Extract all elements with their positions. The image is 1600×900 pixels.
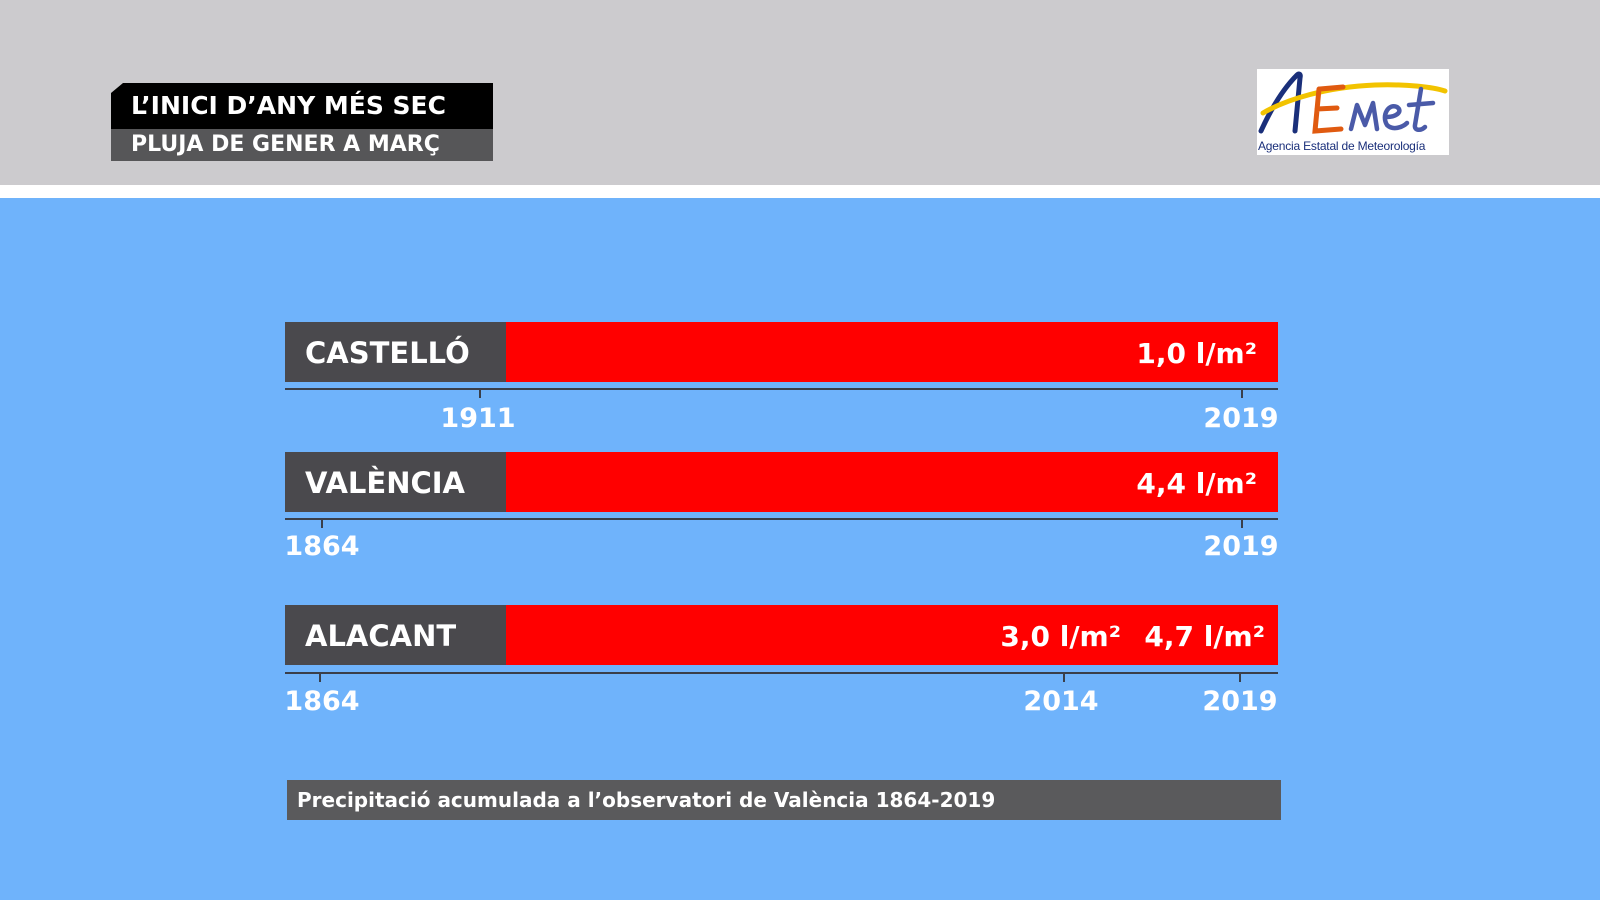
logo-caption: Agencia Estatal de Meteorología — [1258, 139, 1426, 153]
aemet-logo-mark — [1258, 71, 1448, 134]
station-label-alacant: ALACANT — [305, 619, 456, 653]
station-label-box-valencia — [285, 452, 506, 512]
page-title: L’INICI D’ANY MÉS SEC — [111, 83, 493, 129]
aemet-logo: Agencia Estatal de Meteorología — [1257, 69, 1449, 155]
station-label-box-alacant — [285, 605, 506, 665]
station-label-castello: CASTELLÓ — [305, 336, 470, 370]
value-label-alacant-2014: 3,0 l/m² — [1000, 620, 1121, 653]
station-label-valencia: VALÈNCIA — [305, 466, 466, 500]
header-divider — [0, 185, 1600, 198]
tick-label-alacant-2019: 2019 — [1202, 686, 1277, 717]
value-label-alacant-2019: 4,7 l/m² — [1144, 620, 1265, 653]
value-label-valencia: 4,4 l/m² — [1136, 467, 1257, 500]
chart-row-castello: CASTELLÓ 1,0 l/m² 1911 2019 — [285, 322, 1279, 434]
chart-caption: Precipitació acumulada a l’observatori d… — [287, 780, 1281, 820]
bar-alacant — [506, 605, 1278, 665]
page-subtitle: PLUJA DE GENER A MARÇ — [111, 129, 493, 161]
tick-label-castello-2019: 2019 — [1203, 403, 1278, 434]
title-block: L’INICI D’ANY MÉS SEC PLUJA DE GENER A M… — [111, 83, 493, 161]
bar-castello — [506, 322, 1278, 382]
chart-row-valencia: VALÈNCIA 4,4 l/m² 1864 2019 — [284, 452, 1279, 562]
bar-valencia — [506, 452, 1278, 512]
tick-label-castello-1911: 1911 — [440, 403, 515, 434]
tick-label-alacant-1864: 1864 — [284, 686, 359, 717]
tick-label-valencia-2019: 2019 — [1203, 531, 1278, 562]
tick-label-alacant-2014: 2014 — [1023, 686, 1098, 717]
chart-row-alacant: ALACANT 3,0 l/m² 4,7 l/m² 1864 2014 2019 — [284, 605, 1278, 717]
tick-label-valencia-1864: 1864 — [284, 531, 359, 562]
station-label-box-castello — [285, 322, 506, 382]
value-label-castello: 1,0 l/m² — [1136, 337, 1257, 370]
